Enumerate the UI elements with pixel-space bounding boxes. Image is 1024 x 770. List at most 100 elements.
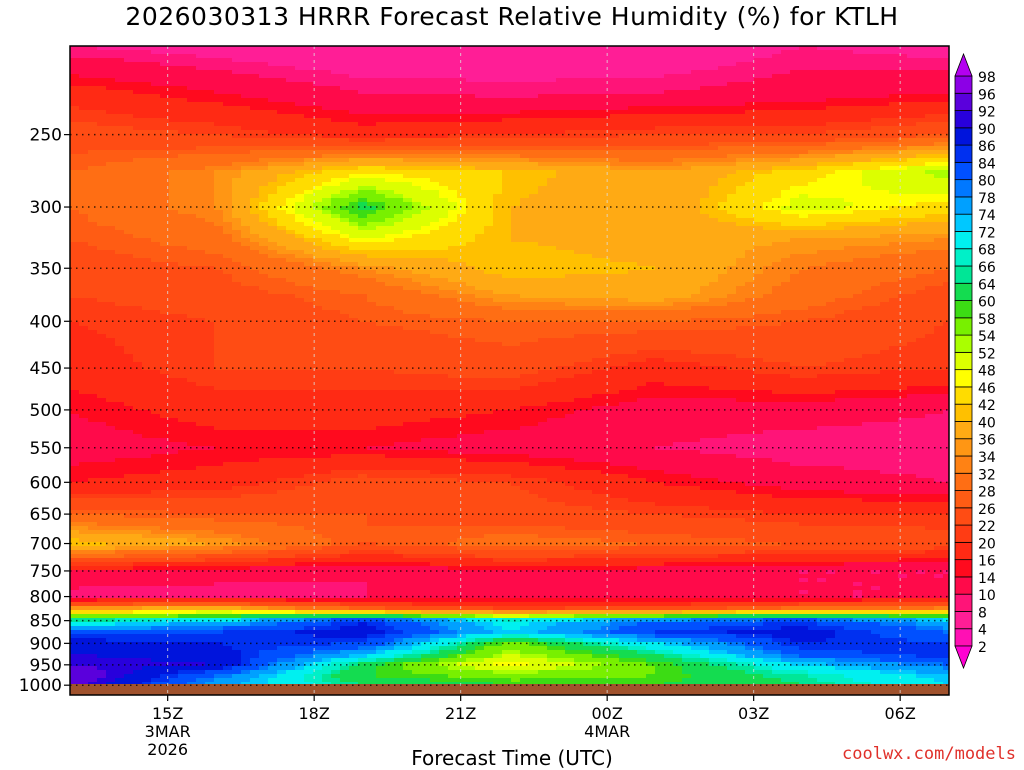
rh-cell [673, 78, 683, 83]
rh-cell [619, 54, 629, 59]
rh-cell [457, 154, 467, 159]
rh-cell [259, 66, 269, 71]
rh-cell [799, 202, 809, 207]
rh-cell [196, 98, 206, 103]
rh-cell [907, 58, 917, 63]
rh-cell [475, 230, 485, 235]
rh-cell [574, 222, 584, 227]
rh-cell [817, 158, 827, 163]
rh-cell [475, 166, 485, 171]
rh-cell [70, 246, 80, 251]
rh-cell [646, 54, 656, 59]
rh-cell [691, 154, 701, 159]
rh-cell [664, 114, 674, 119]
rh-cell [529, 198, 539, 203]
rh-cell [160, 54, 170, 59]
rh-cell [88, 198, 98, 203]
rh-cell [565, 234, 575, 239]
rh-cell [907, 98, 917, 103]
rh-cell [520, 110, 530, 115]
rh-cell [475, 218, 485, 223]
rh-cell [718, 178, 728, 183]
rh-cell [70, 66, 80, 71]
rh-cell [691, 98, 701, 103]
rh-cell [70, 130, 80, 135]
rh-cell [70, 218, 80, 223]
rh-cell [133, 218, 143, 223]
rh-cell [691, 118, 701, 123]
rh-cell [502, 50, 512, 55]
rh-cell [367, 230, 377, 235]
rh-cell [736, 238, 746, 243]
rh-cell [178, 218, 188, 223]
rh-cell [232, 82, 242, 87]
rh-cell [106, 214, 116, 219]
rh-cell [898, 126, 908, 131]
rh-cell [394, 154, 404, 159]
rh-cell [97, 218, 107, 223]
rh-cell [457, 158, 467, 163]
rh-cell [385, 178, 395, 183]
rh-cell [781, 106, 791, 111]
rh-cell [475, 102, 485, 107]
rh-cell [169, 94, 179, 99]
rh-cell [934, 66, 944, 71]
rh-cell [241, 170, 251, 175]
rh-cell [295, 234, 305, 239]
rh-cell [304, 234, 314, 239]
rh-cell [376, 50, 386, 55]
rh-cell [547, 46, 557, 51]
rh-cell [196, 174, 206, 179]
rh-cell [700, 154, 710, 159]
rh-cell [169, 234, 179, 239]
rh-cell [304, 242, 314, 247]
rh-cell [151, 106, 161, 111]
rh-cell [601, 62, 611, 67]
rh-cell [538, 46, 548, 51]
rh-cell [925, 222, 935, 227]
rh-cell [322, 226, 332, 231]
rh-cell [691, 202, 701, 207]
rh-cell [763, 238, 773, 243]
rh-cell [313, 142, 323, 147]
rh-cell [889, 154, 899, 159]
rh-cell [178, 86, 188, 91]
rh-cell [358, 142, 368, 147]
rh-cell [475, 142, 485, 147]
rh-cell [475, 158, 485, 163]
rh-cell [808, 166, 818, 171]
rh-cell [178, 202, 188, 207]
rh-cell [70, 118, 80, 123]
rh-cell [817, 130, 827, 135]
rh-cell [547, 98, 557, 103]
rh-cell [187, 106, 197, 111]
rh-cell [466, 62, 476, 67]
rh-cell [916, 234, 926, 239]
rh-cell [412, 110, 422, 115]
rh-cell [340, 126, 350, 131]
rh-cell [376, 90, 386, 95]
rh-cell [412, 150, 422, 155]
rh-cell [871, 182, 881, 187]
rh-cell [502, 154, 512, 159]
rh-cell [448, 70, 458, 75]
rh-cell [673, 82, 683, 87]
rh-cell [817, 110, 827, 115]
rh-cell [682, 102, 692, 107]
rh-cell [304, 210, 314, 215]
rh-cell [358, 62, 368, 67]
rh-cell [916, 62, 926, 67]
rh-cell [448, 122, 458, 127]
rh-cell [205, 90, 215, 95]
rh-cell [790, 210, 800, 215]
rh-cell [862, 110, 872, 115]
rh-cell [862, 86, 872, 91]
rh-cell [538, 78, 548, 83]
rh-cell [691, 58, 701, 63]
rh-cell [196, 142, 206, 147]
rh-cell [754, 186, 764, 191]
rh-cell [187, 210, 197, 215]
rh-cell [340, 154, 350, 159]
rh-cell [205, 86, 215, 91]
rh-cell [610, 50, 620, 55]
